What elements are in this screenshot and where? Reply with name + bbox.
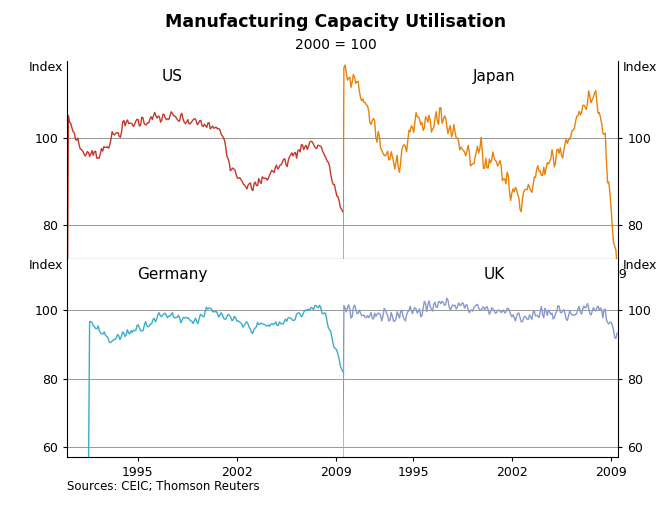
Text: Index: Index: [622, 61, 657, 74]
Text: Index: Index: [29, 259, 63, 272]
Text: US: US: [161, 69, 182, 84]
Text: UK: UK: [484, 267, 505, 282]
Text: Japan: Japan: [473, 69, 515, 84]
Text: 2000 = 100: 2000 = 100: [295, 38, 377, 52]
Text: Index: Index: [622, 259, 657, 272]
Text: Germany: Germany: [136, 267, 207, 282]
Text: Manufacturing Capacity Utilisation: Manufacturing Capacity Utilisation: [165, 13, 507, 30]
Text: Sources: CEIC; Thomson Reuters: Sources: CEIC; Thomson Reuters: [67, 480, 260, 493]
Text: Index: Index: [29, 61, 63, 74]
